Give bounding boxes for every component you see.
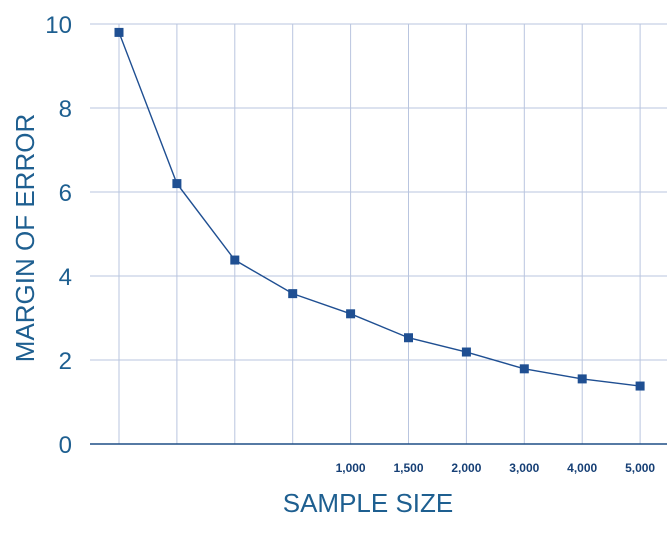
data-point (230, 255, 240, 265)
x-axis-title: SAMPLE SIZE (283, 488, 454, 518)
data-point (172, 179, 182, 189)
data-point (404, 333, 413, 343)
x-tick-label: 4,000 (567, 461, 597, 475)
x-tick-label: 5,000 (625, 461, 655, 475)
data-point (577, 374, 587, 384)
x-tick-label: 1,000 (336, 461, 366, 475)
y-axis-title: MARGIN OF ERROR (10, 114, 40, 362)
x-tick-label: 2,000 (451, 461, 481, 475)
grid (90, 23, 667, 444)
y-tick-label: 2 (59, 348, 72, 375)
data-point (461, 347, 471, 357)
y-tick-label: 4 (59, 264, 72, 291)
y-tick-label: 6 (59, 180, 72, 207)
x-tick-label: 3,000 (509, 461, 539, 475)
data-point (288, 289, 298, 299)
x-tick-label: 1,500 (393, 461, 423, 475)
y-tick-labels: 0 2 4 6 8 10 (45, 12, 72, 459)
data-point (635, 381, 645, 391)
series-line (118, 32, 641, 387)
data-point (519, 364, 529, 374)
data-point (114, 27, 124, 37)
y-tick-label: 0 (59, 432, 72, 459)
x-tick-labels: 1,000 1,500 2,000 3,000 4,000 5,000 (336, 461, 656, 475)
y-tick-label: 10 (45, 12, 72, 39)
series-layer (114, 27, 645, 391)
y-tick-label: 8 (59, 96, 72, 123)
data-point (346, 309, 356, 319)
